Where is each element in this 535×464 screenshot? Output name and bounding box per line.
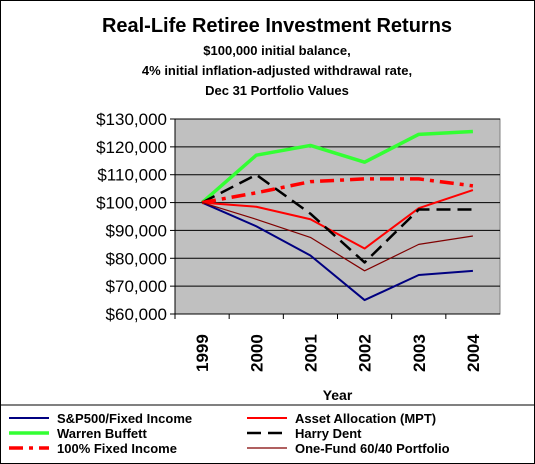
- chart-title: Real-Life Retiree Investment Returns: [101, 15, 453, 37]
- legend-label: S&P500/Fixed Income: [57, 411, 192, 426]
- chart-subtitle-line-1: $100,000 initial balance,: [203, 43, 351, 58]
- chart-subtitle-line-3: Dec 31 Portfolio Values: [205, 83, 349, 98]
- legend-label: Asset Allocation (MPT): [295, 411, 436, 426]
- y-tick-label: $90,000: [106, 221, 167, 240]
- series-line: [200, 129, 474, 204]
- y-tick-label: $60,000: [106, 305, 167, 324]
- y-tick-label: $100,000: [96, 194, 167, 213]
- x-tick-label: 2003: [410, 334, 429, 372]
- y-tick-label: $80,000: [106, 249, 167, 268]
- plot-area: [174, 118, 501, 315]
- x-tick-label: 1999: [193, 334, 212, 372]
- legend-label: 100% Fixed Income: [57, 441, 177, 456]
- series-line: [201, 201, 473, 302]
- x-tick-label: 2001: [301, 334, 320, 372]
- x-axis-tick-labels: 1999 2000 2001 2002 2003 2004: [174, 314, 483, 372]
- legend-label: Warren Buffett: [57, 426, 147, 441]
- x-axis-label: Year: [323, 387, 353, 403]
- legend-label: Harry Dent: [295, 426, 362, 441]
- x-tick-label: 2004: [464, 334, 483, 372]
- series-line: [201, 173, 473, 264]
- y-tick-label: $110,000: [97, 166, 167, 185]
- legend-label: One-Fund 60/40 Portfolio: [295, 441, 450, 456]
- y-axis-tick-labels: $60,000 $70,000 $80,000 $90,000 $100,000 $110…: [96, 110, 167, 324]
- y-tick-label: $120,000: [96, 138, 167, 157]
- chart-subtitle-line-2: 4% initial inflation-adjusted withdrawal…: [141, 63, 413, 78]
- series-line: [201, 201, 474, 272]
- x-tick-label: 2000: [247, 334, 266, 372]
- series-lines: [200, 129, 474, 302]
- y-tick-label: $70,000: [106, 277, 167, 296]
- x-tick-label: 2002: [356, 334, 375, 372]
- legend: S&P500/Fixed Income Asset Allocation (MPT…: [9, 411, 450, 456]
- series-line: [202, 189, 474, 250]
- y-tick-label: $130,000: [96, 110, 167, 129]
